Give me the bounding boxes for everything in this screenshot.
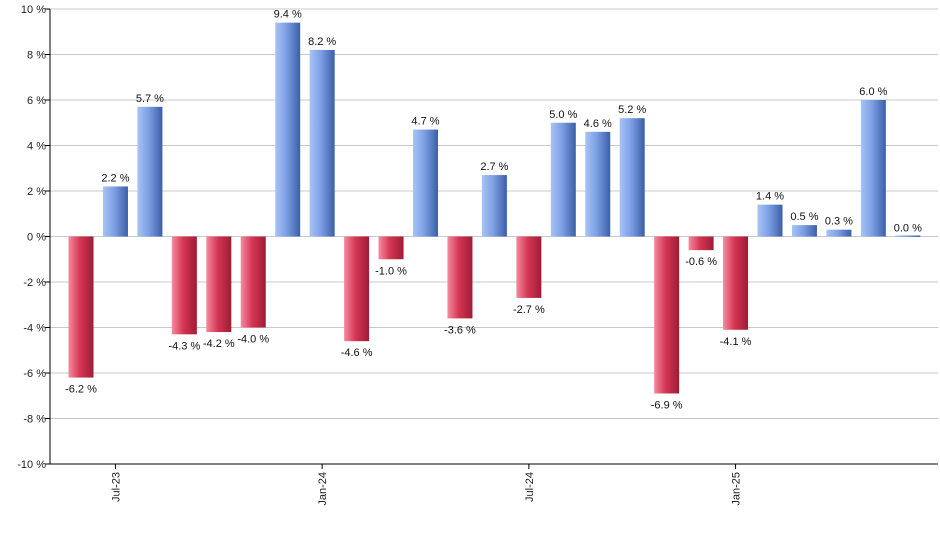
- data-label: 6.0 %: [859, 86, 887, 98]
- data-label: -4.0 %: [237, 334, 269, 346]
- data-label: -6.2 %: [65, 384, 97, 396]
- bar: [206, 236, 232, 333]
- data-label: -4.1 %: [720, 336, 752, 348]
- bar: [688, 236, 714, 251]
- x-tick-label: Jul-24: [524, 472, 536, 502]
- data-label: 0.0 %: [894, 223, 922, 235]
- bar: [171, 236, 197, 335]
- bars: [68, 22, 921, 394]
- data-label: 8.2 %: [308, 36, 336, 48]
- axes: 10 % 8 % 6 % 4 % 2 % 0 % -2 % -4 % -6 % -8 % -10 %…: [17, 4, 938, 506]
- data-label: -0.6 %: [685, 256, 717, 268]
- bar: [619, 118, 645, 237]
- y-tick-label: 8 %: [27, 50, 46, 62]
- bar: [137, 106, 163, 237]
- y-tick-label: -4 %: [23, 323, 46, 335]
- bar: [723, 236, 749, 330]
- data-label: -4.6 %: [341, 347, 373, 359]
- data-label: -2.7 %: [513, 304, 545, 316]
- data-label: -3.6 %: [444, 324, 476, 336]
- y-tick-label: 2 %: [27, 186, 46, 198]
- data-label: 4.6 %: [584, 118, 612, 130]
- y-tick-label: 0 %: [27, 232, 46, 244]
- data-label: -4.2 %: [203, 338, 235, 350]
- y-tick-label: 6 %: [27, 95, 46, 107]
- data-label: 9.4 %: [274, 9, 302, 21]
- data-label: 1.4 %: [756, 191, 784, 203]
- y-tick-label: -8 %: [23, 414, 46, 426]
- data-label: 2.7 %: [480, 161, 508, 173]
- data-label: -1.0 %: [375, 265, 407, 277]
- bar: [895, 235, 921, 237]
- data-label: -4.3 %: [168, 340, 200, 352]
- bar: [481, 175, 507, 237]
- bar: [860, 100, 886, 237]
- bar: [413, 129, 438, 237]
- bar: [378, 236, 404, 260]
- y-tick-label: -10 %: [17, 459, 46, 471]
- bar: [344, 236, 370, 342]
- bar: [275, 22, 301, 237]
- data-label: 2.2 %: [101, 172, 129, 184]
- data-label: 5.2 %: [618, 104, 646, 116]
- data-label: 0.5 %: [790, 211, 818, 223]
- x-tick-label: Jul-23: [110, 472, 122, 502]
- y-tick-label: -6 %: [23, 368, 46, 380]
- bar: [757, 204, 783, 237]
- data-label: 5.7 %: [136, 93, 164, 105]
- bar: [791, 225, 817, 237]
- data-labels: -6.2 % 2.2 % 5.7 % -4.3 % -4.2 % -4.0 % 9.4 % 8…: [65, 9, 922, 412]
- bar: [447, 236, 473, 319]
- bar: [826, 229, 852, 237]
- data-label: -6.9 %: [651, 399, 683, 411]
- data-label: 4.7 %: [411, 116, 439, 128]
- bar: [516, 236, 542, 298]
- bar: [240, 236, 266, 328]
- bar: [585, 131, 611, 237]
- data-label: 5.0 %: [549, 109, 577, 121]
- bar: [550, 122, 576, 237]
- y-tick-label: -2 %: [23, 277, 46, 289]
- bar: [309, 49, 335, 237]
- x-tick-label: Jan-24: [317, 472, 329, 506]
- y-tick-label: 4 %: [27, 141, 46, 153]
- bar: [68, 236, 94, 378]
- x-tick-label: Jan-25: [731, 472, 743, 506]
- data-label: 0.3 %: [825, 216, 853, 228]
- bar: [654, 236, 680, 394]
- bar: [102, 186, 128, 237]
- y-tick-label: 10 %: [21, 4, 46, 16]
